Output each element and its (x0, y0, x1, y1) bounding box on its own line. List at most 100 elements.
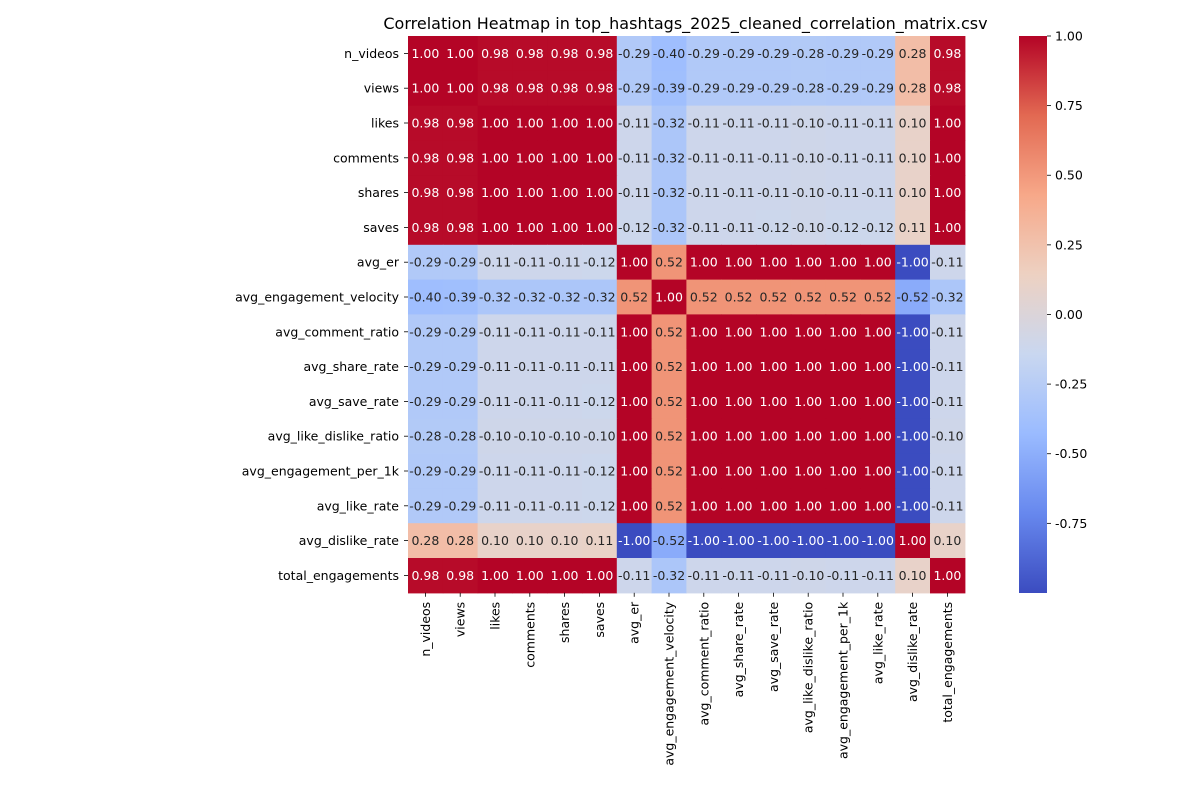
heatmap-cell (442, 523, 479, 559)
heatmap-cell-label: 0.98 (446, 220, 474, 235)
heatmap-cell-label: 0.98 (411, 220, 439, 235)
heatmap-cell (547, 70, 583, 107)
heatmap-cell (651, 488, 687, 524)
heatmap-cell-label: -0.11 (757, 116, 789, 131)
heatmap-cell-label: -0.11 (931, 464, 963, 479)
y-tick-label: views (364, 81, 399, 96)
heatmap-cell-label: -0.32 (931, 290, 963, 305)
heatmap-cell (408, 36, 444, 72)
heatmap-cell-label: -0.39 (653, 81, 685, 96)
heatmap-cell (582, 279, 618, 315)
heatmap-cell-label: -0.32 (583, 290, 615, 305)
heatmap-cell (686, 453, 722, 489)
heatmap-cell-label: -0.29 (688, 46, 720, 61)
heatmap-cell-label: -0.11 (688, 150, 720, 165)
heatmap-cell-label: 0.98 (411, 568, 439, 583)
heatmap-cell (651, 453, 687, 489)
y-tick-label: shares (358, 185, 399, 200)
heatmap-cell-label: -0.11 (514, 255, 546, 270)
heatmap-cell (651, 175, 687, 211)
heatmap-cell-label: 1.00 (446, 81, 474, 96)
heatmap-cell (547, 488, 583, 524)
heatmap-cell-label: 1.00 (794, 324, 822, 339)
heatmap-cell-label: 0.98 (585, 81, 613, 96)
heatmap-cell-label: 0.98 (551, 46, 579, 61)
y-tick-label: avg_engagement_per_1k (242, 464, 400, 479)
heatmap-cell-label: 1.00 (516, 568, 544, 583)
heatmap-cell (756, 488, 792, 524)
heatmap-cell (686, 314, 722, 350)
heatmap-cell-label: 1.00 (690, 255, 718, 270)
heatmap-cell (930, 418, 966, 455)
heatmap-cell-label: 1.00 (725, 324, 753, 339)
heatmap-cell (895, 244, 931, 281)
heatmap-cell-label: -0.52 (653, 533, 685, 548)
heatmap-cell-label: 1.00 (620, 394, 648, 409)
heatmap-cell (512, 314, 548, 350)
heatmap-cell-label: -0.29 (827, 81, 859, 96)
heatmap-cell-label: 1.00 (585, 568, 613, 583)
heatmap-cell (512, 244, 548, 281)
heatmap-cell (721, 244, 757, 281)
heatmap-cell-label: 0.98 (411, 116, 439, 131)
heatmap-cell (930, 453, 966, 489)
heatmap-cell-label: -0.11 (688, 185, 720, 200)
heatmap-cell-label: 0.98 (516, 46, 544, 61)
heatmap-cell (860, 210, 896, 246)
heatmap-cell (547, 558, 583, 594)
heatmap-cell-label: -0.11 (757, 185, 789, 200)
heatmap-cell-label: -0.11 (688, 220, 720, 235)
heatmap-cell (442, 488, 479, 524)
x-tick-label: avg_like_rate (870, 601, 885, 684)
heatmap-cell (582, 314, 618, 350)
heatmap-cell (930, 210, 966, 246)
heatmap-cell-label: -0.29 (862, 46, 894, 61)
heatmap-cell (651, 349, 687, 385)
heatmap-cell (756, 279, 792, 315)
heatmap-cell (477, 349, 513, 385)
heatmap-cell-label: 1.00 (933, 116, 961, 131)
heatmap-cell (512, 384, 548, 420)
heatmap-cell (651, 558, 687, 594)
heatmap-cell (860, 140, 896, 176)
heatmap-cell (825, 488, 861, 524)
heatmap-cell (756, 558, 792, 594)
colorbar-tick-label: 0.25 (1055, 237, 1083, 252)
heatmap-cell-label: -1.00 (722, 533, 754, 548)
heatmap-cell (477, 418, 513, 455)
heatmap-cell-label: -0.11 (618, 150, 650, 165)
y-tick-label: n_videos (344, 46, 399, 61)
y-tick-label: avg_engagement_velocity (235, 290, 399, 305)
heatmap-cell-label: -0.11 (688, 116, 720, 131)
heatmap-cell-label: -1.00 (896, 498, 928, 513)
heatmap-cell (651, 36, 687, 72)
y-tick-label: avg_like_rate (317, 498, 400, 513)
heatmap-cell (860, 36, 896, 72)
heatmap-cell (582, 140, 618, 176)
heatmap-cell-label: 1.00 (759, 255, 787, 270)
heatmap-cell-label: 0.52 (655, 464, 683, 479)
heatmap-cell-label: 0.98 (481, 81, 509, 96)
heatmap-cell-label: 0.10 (516, 533, 544, 548)
colorbar-tick-label: 1.00 (1055, 29, 1083, 44)
heatmap-cell-label: -1.00 (896, 324, 928, 339)
heatmap-cell (547, 349, 583, 385)
heatmap-cell (930, 558, 966, 594)
heatmap-cell (442, 279, 479, 315)
heatmap-cell (860, 175, 896, 211)
heatmap-cell (442, 140, 479, 176)
heatmap-cell (442, 175, 479, 211)
heatmap-cell-label: 0.52 (655, 394, 683, 409)
heatmap-cell-label: -0.10 (792, 116, 824, 131)
heatmap-cell (825, 175, 861, 211)
heatmap-cell (547, 279, 583, 315)
heatmap-cell-label: 1.00 (481, 568, 509, 583)
heatmap-cell (477, 384, 513, 420)
heatmap-cell (408, 70, 444, 107)
heatmap-cell-label: -0.29 (409, 498, 441, 513)
heatmap-cell (790, 523, 827, 559)
heatmap-cell-label: 1.00 (829, 498, 857, 513)
heatmap-cell-label: -0.29 (409, 394, 441, 409)
heatmap-cell (616, 453, 653, 489)
